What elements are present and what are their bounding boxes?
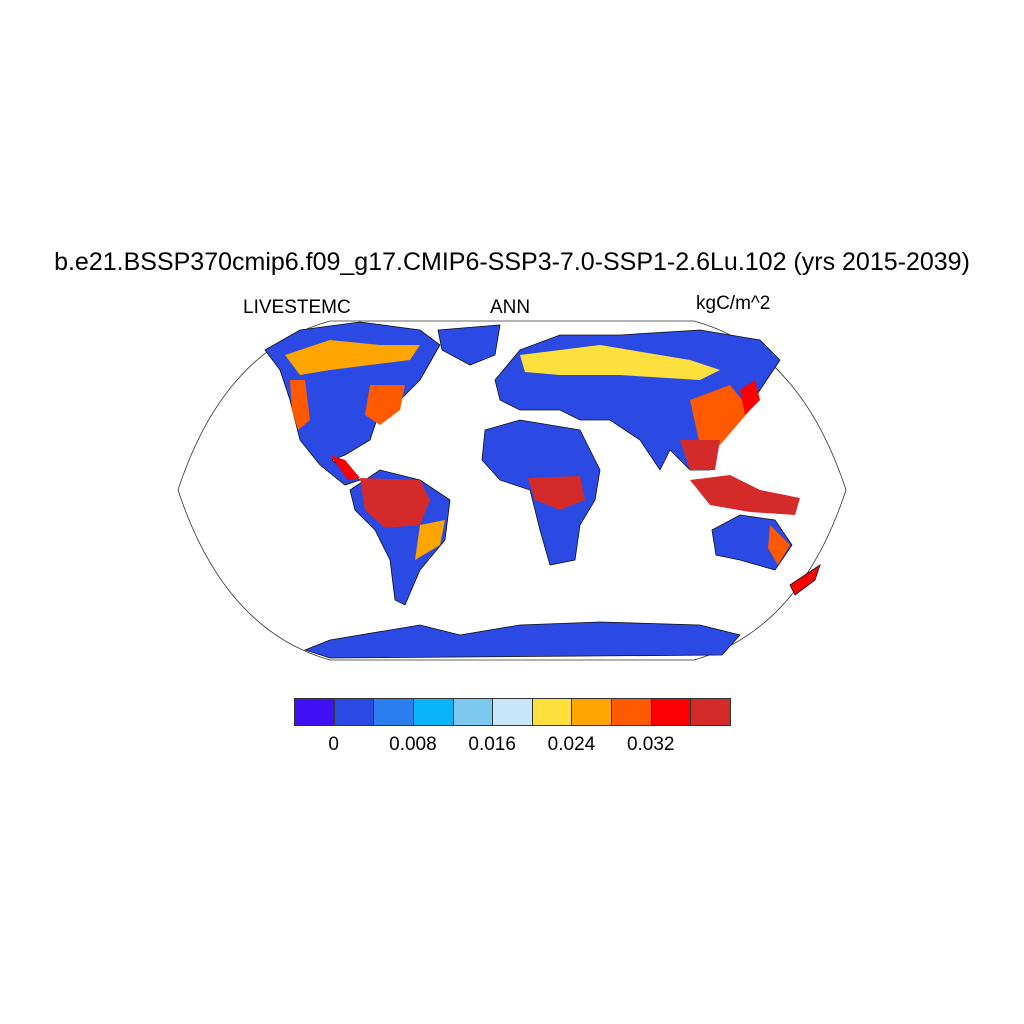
east-asia [690,385,750,445]
western-na [290,380,310,430]
colorbar-swatch [452,698,494,726]
colorbar-swatch [333,698,375,726]
boreal-na [285,340,420,375]
colorbar-swatch [611,698,652,726]
maritime-continent [690,475,800,515]
season-label: ANN [490,297,531,318]
variable-label: LIVESTEMC [243,297,351,318]
colorbar-swatch [690,698,731,726]
colorbar-swatch [571,698,613,726]
antarctica [303,621,741,659]
plot-title: b.e21.BSSP370cmip6.f09_g17.CMIP6-SSP3-7.… [54,248,970,276]
colorbar-swatch [492,698,533,726]
colorbar-tick-label: 0.024 [547,734,596,755]
europe-boreal [520,345,720,380]
colorbar-swatch [531,698,573,726]
congo [528,476,585,510]
units-label: kgC/m^2 [696,293,771,314]
southeast-asia [680,440,720,470]
amazon [360,478,430,528]
colorbar-swatch [650,698,692,726]
colorbar-swatch [412,698,454,726]
colorbar-tick-label: 0.016 [468,734,516,755]
japan [740,380,760,415]
colorbar-swatch [294,698,335,726]
colorbar-tick-label: 0.032 [626,734,675,755]
colorbar-swatch [373,698,414,726]
south-america-east [415,520,445,560]
eastern-na [365,385,405,425]
new-zealand [789,564,821,596]
australia-east [768,525,790,565]
colorbar-tick-label: 0.008 [389,734,437,755]
central-america [330,455,360,480]
colorbar-tick-label: 0 [328,734,339,755]
greenland [437,324,501,366]
